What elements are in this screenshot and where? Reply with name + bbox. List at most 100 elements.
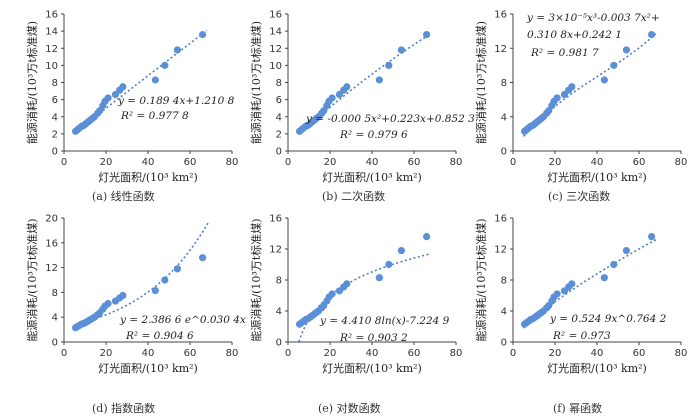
panel-d-x-tick-label: 20 — [100, 348, 113, 359]
panel-a-y-tick-label: 12 — [45, 44, 58, 55]
panel-b-x-tick-label: 40 — [366, 157, 379, 168]
panel-b-data-point — [385, 61, 393, 69]
panel-f-y-tick-label: 0 — [501, 338, 507, 349]
panel-e-fit-equation: y = 4.410 8ln(x)-7.224 9 — [319, 315, 450, 327]
panel-d-trend-line — [74, 221, 210, 326]
panel-d-fit-equation: y = 2.386 6 e^0.030 4x — [119, 314, 246, 326]
panel-e-trend-line — [298, 253, 431, 342]
panel-c-data-point — [622, 46, 631, 54]
panel-e-x-tick-label: 40 — [366, 348, 379, 359]
panel-f-y-tick-label: 4 — [501, 307, 507, 318]
panel-f-x-tick-label: 20 — [549, 348, 562, 359]
panel-b-y-tick-label: 14 — [269, 27, 282, 38]
panel-e-y-tick-label: 4 — [276, 307, 282, 318]
panel-c-x-tick-label: 80 — [675, 157, 688, 168]
panel-c-x-axis-title: 灯光面积/(10³ km²) — [547, 170, 647, 184]
panel-c-data-point — [600, 76, 608, 84]
caption-panel-b: (b) 二次函数 — [322, 190, 386, 203]
panel-a-x-tick-label: 0 — [61, 157, 67, 168]
panel-a-data-point — [199, 30, 207, 39]
panel-f-data-point — [600, 274, 608, 282]
caption-panel-e: (e) 对数函数 — [318, 402, 381, 415]
panel-a-data-point — [151, 76, 159, 84]
panel-a-x-tick-label: 40 — [142, 157, 155, 168]
panel-e-data-point — [375, 274, 383, 282]
panel-c-y-tick-label: 4 — [501, 112, 507, 123]
panel-c-data-point — [610, 61, 618, 69]
panel-b-fit-equation: y = -0.000 5x²+0.223x+0.852 3 — [305, 113, 475, 125]
panel-a-r-squared: R² = 0.977 8 — [120, 110, 189, 122]
panel-a-x-tick-label: 80 — [226, 157, 239, 168]
panel-b-x-tick-label: 0 — [285, 157, 291, 168]
panel-c-data-point — [648, 30, 656, 39]
panel-b-x-tick-label: 80 — [450, 157, 463, 168]
panel-c-x-tick-label: 20 — [549, 157, 562, 168]
panel-a-x-tick-label: 20 — [100, 157, 113, 168]
panel-d-y-tick-label: 16 — [45, 238, 58, 249]
panel-f-data-point — [610, 260, 618, 269]
panel-a-data-point — [173, 46, 181, 54]
panel-a-data-point — [104, 94, 112, 102]
panel-f-data-point — [553, 290, 561, 298]
panel-f-data-point — [648, 233, 656, 241]
panel-a-x-axis-title: 灯光面积/(10³ km²) — [98, 170, 198, 184]
panel-e-y-tick-label: 8 — [276, 276, 282, 287]
panel-b-y-axis-title: 能源消耗/(10³万t标准煤) — [249, 21, 263, 144]
panel-c-data-point — [545, 107, 553, 115]
panel-c-y-tick-label: 12 — [494, 44, 507, 55]
panel-f-x-tick-label: 40 — [591, 348, 604, 359]
panel-a-x-tick-label: 60 — [184, 157, 197, 168]
caption-panel-c: (c) 三次函数 — [548, 190, 611, 203]
panel-d-x-tick-label: 80 — [226, 348, 239, 359]
panel-c-data-point — [553, 94, 561, 102]
panel-a-y-tick-label: 4 — [52, 112, 58, 123]
panel-f-x-axis-title: 灯光面积/(10³ km²) — [547, 361, 647, 375]
panel-d-y-tick-label: 4 — [52, 313, 58, 324]
panel-e-data-point — [343, 280, 351, 288]
panel-b-data-point — [375, 76, 383, 84]
panel-b-trend-line — [297, 33, 432, 135]
panel-b-r-squared: R² = 0.979 6 — [339, 129, 408, 141]
panel-f-fit-equation: y = 0.524 9x^0.764 2 — [549, 313, 667, 325]
panel-e-y-tick-label: 12 — [269, 245, 282, 256]
panel-d-r-squared: R² = 0.904 6 — [125, 330, 194, 342]
panel-e-data-point — [328, 290, 336, 298]
panel-c-x-tick-label: 40 — [591, 157, 604, 168]
panel-a-y-axis-title: 能源消耗/(10³万t标准煤) — [25, 21, 39, 144]
panel-f-x-tick-label: 80 — [675, 348, 688, 359]
panel-f-x-tick-label: 0 — [510, 348, 516, 359]
panel-d-data-point — [173, 265, 181, 273]
panel-d-x-tick-label: 60 — [184, 348, 197, 359]
caption-panel-f: (f) 幂函数 — [553, 402, 603, 415]
panel-a-data-point — [161, 61, 169, 69]
panel-d-data-point — [161, 276, 169, 284]
panel-e-data-point — [423, 233, 431, 241]
panel-d-y-tick-label: 20 — [45, 214, 58, 225]
panel-c-x-tick-label: 60 — [633, 157, 646, 168]
panel-b-x-tick-label: 60 — [408, 157, 421, 168]
panel-d-data-point — [151, 286, 159, 295]
panel-e-x-tick-label: 20 — [324, 348, 337, 359]
panel-e-y-tick-label: 16 — [269, 214, 282, 225]
panel-f-y-tick-label: 8 — [501, 276, 507, 287]
panel-e-x-tick-label: 80 — [450, 348, 463, 359]
panel-d-y-tick-label: 12 — [45, 263, 58, 274]
panel-f-r-squared: R² = 0.973 — [552, 330, 611, 342]
panel-d-y-tick-label: 8 — [52, 288, 58, 299]
panel-b-data-point — [328, 94, 336, 102]
panel-e-r-squared: R² = 0.903 2 — [339, 332, 408, 344]
panel-b-data-point — [343, 83, 351, 91]
panel-e-data-point — [385, 260, 393, 269]
panel-e-y-tick-label: 0 — [276, 338, 282, 349]
panel-e-data-point — [397, 246, 405, 255]
panel-f-trend-line — [522, 238, 657, 329]
panel-a-y-tick-label: 2 — [52, 129, 58, 140]
panel-a-data-point — [119, 83, 127, 91]
panel-a-y-tick-label: 10 — [45, 61, 58, 72]
caption-panel-d: (d) 指数函数 — [92, 402, 156, 415]
panel-e-x-tick-label: 0 — [285, 348, 291, 359]
panel-c-y-tick-label: 8 — [501, 78, 507, 89]
panel-d-y-axis-title: 能源消耗/(10³万t标准煤) — [25, 218, 39, 341]
panel-a-y-tick-label: 6 — [52, 95, 58, 106]
